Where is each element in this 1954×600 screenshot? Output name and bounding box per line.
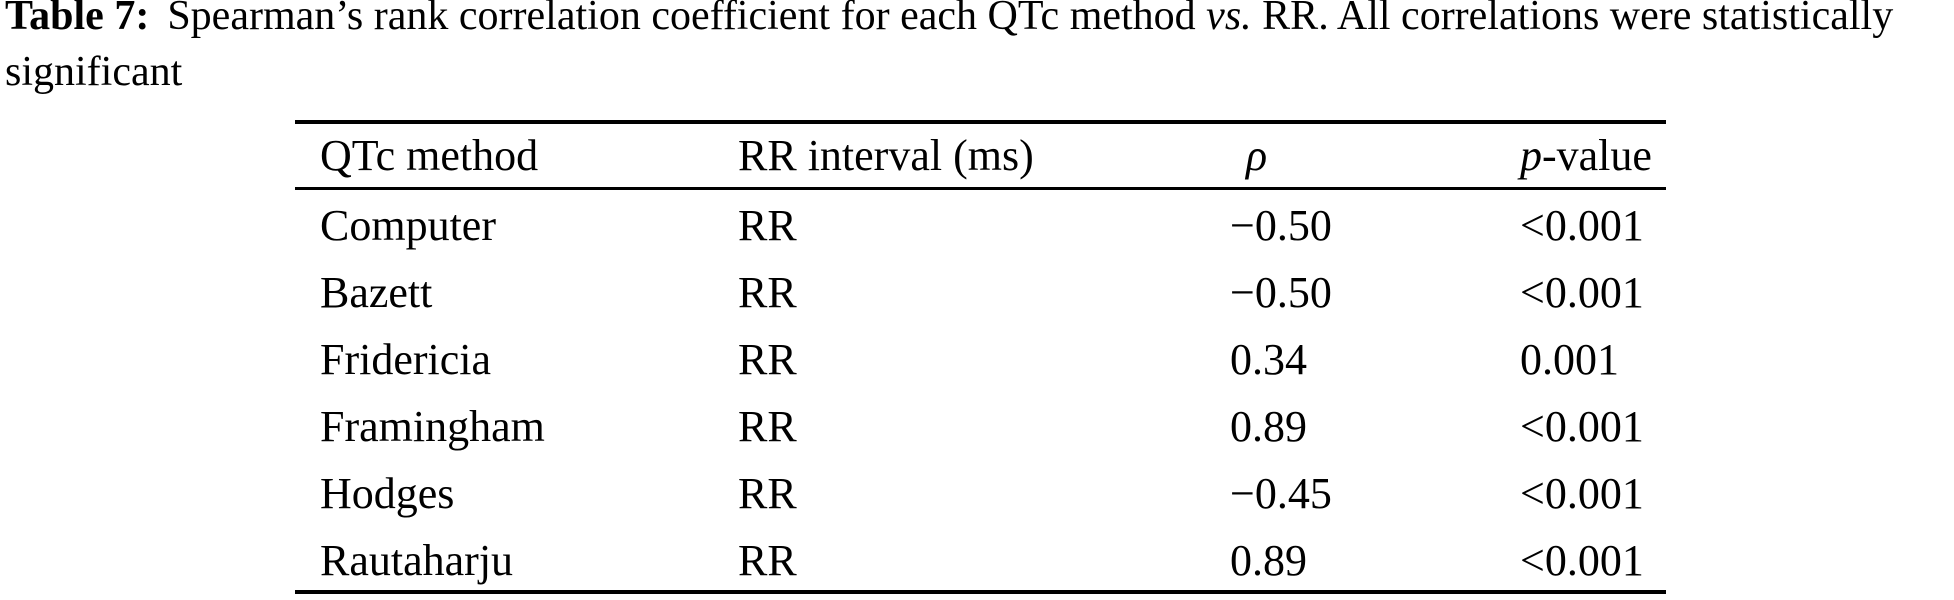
correlation-table: QTc method RR interval (ms) ρ p-value Co…: [295, 124, 1666, 589]
cell-rr: RR: [738, 201, 797, 250]
cell-rr: RR: [738, 469, 797, 518]
cell-p: 0.001: [1520, 335, 1619, 384]
header-rho: ρ: [1246, 131, 1268, 180]
header-p-italic: p: [1520, 131, 1542, 180]
cell-p: <0.001: [1520, 469, 1644, 518]
cell-rho: 0.34: [1230, 335, 1307, 384]
cell-rr: RR: [738, 268, 797, 317]
cell-rho: −0.45: [1230, 469, 1332, 518]
cell-rho: 0.89: [1230, 402, 1307, 451]
cell-method: Computer: [320, 201, 496, 250]
header-p-rest: -value: [1542, 131, 1652, 180]
cell-rho: 0.89: [1230, 536, 1307, 585]
table-row: Rautaharju RR 0.89 <0.001: [295, 522, 1666, 589]
header-p-value: p-value: [1520, 124, 1666, 187]
caption-label: Table 7:: [5, 0, 150, 39]
cell-p: <0.001: [1520, 536, 1644, 585]
caption-text-before-vs: Spearman’s rank correlation coefficient …: [167, 0, 1207, 39]
header-row: QTc method RR interval (ms) ρ p-value: [295, 124, 1666, 187]
caption-vs: vs.: [1206, 0, 1252, 39]
table-row: Bazett RR −0.50 <0.001: [295, 254, 1666, 321]
cell-rr: RR: [738, 402, 797, 451]
header-rr-interval: RR interval (ms): [738, 131, 1034, 180]
caption-line2: significant: [5, 49, 183, 95]
table-top-rule: [295, 120, 1666, 124]
table-bottom-rule: [295, 590, 1666, 594]
cell-p: <0.001: [1520, 268, 1644, 317]
cell-rho: −0.50: [1230, 268, 1332, 317]
cell-p: <0.001: [1520, 201, 1644, 250]
table-row: Computer RR −0.50 <0.001: [295, 187, 1666, 254]
table-row: Framingham RR 0.89 <0.001: [295, 388, 1666, 455]
cell-method: Bazett: [320, 268, 433, 317]
caption-text-after-vs: RR. All correlations were statistically: [1251, 0, 1894, 39]
table-caption: Table 7: Spearman’s rank correlation coef…: [5, 0, 1893, 100]
cell-rr: RR: [738, 536, 797, 585]
header-qtc-method: QTc method: [320, 131, 539, 180]
cell-rho: −0.50: [1230, 201, 1332, 250]
table-row: Hodges RR −0.45 <0.001: [295, 455, 1666, 522]
cell-method: Hodges: [320, 469, 455, 518]
cell-method: Fridericia: [320, 335, 492, 384]
table-header-rule: [295, 187, 1666, 190]
cell-method: Rautaharju: [320, 536, 514, 585]
cell-method: Framingham: [320, 402, 545, 451]
cell-p: <0.001: [1520, 402, 1644, 451]
table-row: Fridericia RR 0.34 0.001: [295, 321, 1666, 388]
cell-rr: RR: [738, 335, 797, 384]
